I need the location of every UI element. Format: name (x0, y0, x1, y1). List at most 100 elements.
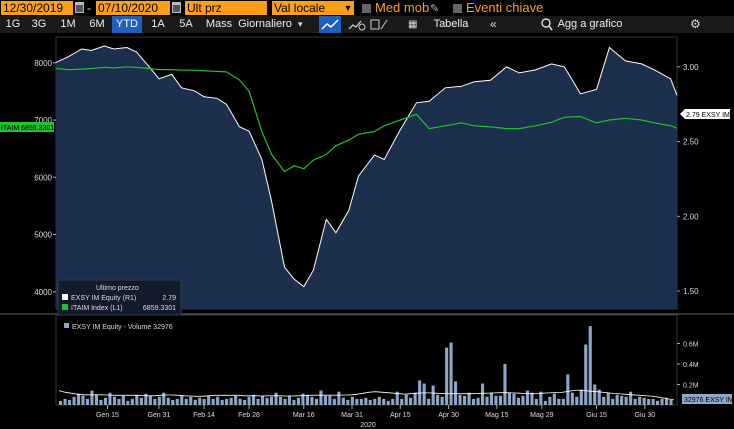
volume-bar (59, 400, 63, 405)
volume-bar (202, 398, 206, 405)
volume-bar (252, 394, 256, 406)
volume-bar (431, 385, 435, 405)
period-1g-button[interactable]: 1G (5, 18, 21, 30)
pencil-icon[interactable]: ✎ (430, 3, 440, 15)
volume-bar (624, 396, 628, 405)
volume-bar (135, 394, 139, 406)
volume-bar (409, 397, 413, 405)
volume-bar (404, 394, 408, 406)
period-ytd-button[interactable]: YTD (112, 16, 142, 33)
volume-bar (68, 399, 72, 405)
table-view-icon[interactable]: ▦ (408, 19, 418, 30)
volume-bar (157, 396, 161, 405)
volume-bar (72, 396, 76, 405)
period-3g-button[interactable]: 3G (31, 18, 47, 30)
chart-settings-icon[interactable] (347, 16, 367, 33)
period-1a-button[interactable]: 1A (151, 18, 165, 30)
volume-bar (238, 398, 242, 405)
end-date-field[interactable]: 07/10/2020 (96, 1, 170, 15)
volume-bar (364, 397, 368, 405)
volume-bar (445, 347, 449, 405)
volume-bar (189, 396, 193, 405)
line-chart-icon[interactable] (319, 16, 341, 33)
volume-bar (561, 398, 565, 405)
start-date-field[interactable]: 12/30/2019 (1, 1, 73, 15)
volume-bar (615, 394, 619, 406)
volume-legend-label: EXSY IM Equity - Volume 32976 (72, 324, 173, 331)
right-tick-label: 2.50 (683, 138, 699, 147)
volume-bar (90, 390, 94, 405)
legend-title: Ultimo prezzo (96, 285, 139, 292)
volume-axis: 0.2M 0.4M 0.6M (677, 342, 699, 390)
date-separator: - (87, 1, 91, 15)
volume-bar (647, 398, 651, 405)
volume-bar (552, 393, 556, 405)
series-field[interactable]: Ult prz (185, 1, 267, 15)
volume-bar (472, 398, 476, 405)
volume-bar (481, 383, 485, 405)
volume-tick-label: 0.4M (683, 362, 699, 369)
key-events-label[interactable]: Eventi chiave (466, 0, 544, 15)
volume-bar (413, 392, 417, 405)
volume-bar (539, 391, 543, 405)
calendar-icon[interactable] (75, 2, 84, 13)
chevron-down-icon[interactable]: ▾ (298, 19, 303, 29)
left-tick-label: 8000 (34, 59, 52, 68)
right-tick-label: 3.00 (683, 63, 699, 72)
volume-bar (207, 395, 211, 405)
volume-bar (261, 395, 265, 405)
left-tag-text: ITAIM 6859.3301 (1, 125, 54, 132)
moving-avg-checkbox[interactable] (362, 4, 371, 13)
right-value-tag: 2.79 EXSY IM (680, 109, 730, 119)
volume-bar (332, 398, 336, 405)
volume-bar (521, 395, 525, 405)
period-6m-button[interactable]: 6M (89, 18, 105, 30)
volume-bar (220, 399, 224, 405)
x-axis: Gen 15 Gen 31 Feb 14 Feb 28 Mar 16 Mar 31 Apr … (96, 405, 655, 419)
table-button[interactable]: Tabella (433, 18, 469, 30)
volume-legend: EXSY IM Equity - Volume 32976 (64, 323, 173, 331)
currency-select[interactable]: Val locale (272, 1, 342, 15)
period-1m-button[interactable]: 1M (60, 18, 76, 30)
volume-bar (117, 398, 121, 405)
volume-bar (570, 392, 574, 405)
volume-bar (620, 395, 624, 405)
volume-bar (126, 400, 130, 405)
volume-bar (436, 394, 440, 406)
volume-bar (283, 398, 287, 405)
period-5a-button[interactable]: 5A (179, 18, 193, 30)
volume-bar (494, 395, 498, 405)
x-tick-label: Mag 29 (530, 412, 553, 419)
volume-bar (489, 392, 493, 405)
calendar-icon[interactable] (172, 2, 181, 13)
right-axis: 1.50 2.00 2.50 3.00 (677, 63, 699, 296)
volume-bar (427, 398, 431, 405)
key-events-checkbox[interactable] (453, 4, 462, 13)
volume-bar (77, 393, 81, 405)
volume-bar (130, 398, 134, 405)
double-chevron-left-icon[interactable]: « (490, 17, 497, 31)
volume-bar (171, 399, 175, 405)
left-tick-label: 6000 (34, 173, 52, 182)
frequency-dropdown[interactable]: Giornaliero (238, 18, 292, 30)
volume-bar (440, 396, 444, 405)
volume-bar (660, 398, 664, 405)
draw-tools-icon[interactable] (369, 16, 391, 33)
gear-icon[interactable]: ⚙ (690, 17, 701, 31)
add-to-chart-button[interactable]: Agg a grafico (557, 18, 623, 30)
legend-swatch-index (62, 304, 68, 310)
legend-swatch-equity (62, 294, 68, 300)
volume-bar (458, 394, 462, 406)
x-tick-label: Gen 15 (96, 412, 119, 419)
volume-bar (588, 326, 592, 405)
top-toolbar: 12/30/2019 - 07/10/2020 Ult prz Val loca… (0, 0, 734, 16)
period-max-button[interactable]: Mass (205, 18, 233, 30)
x-tick-label: Mag 15 (485, 412, 508, 419)
volume-bar (121, 395, 125, 405)
volume-bar (153, 398, 157, 405)
search-icon[interactable] (540, 16, 554, 33)
x-tick-label: Feb 28 (238, 412, 260, 419)
volume-bar (386, 400, 390, 405)
moving-avg-label[interactable]: Med mob (375, 0, 430, 15)
chevron-down-icon[interactable]: ▼ (342, 1, 354, 15)
